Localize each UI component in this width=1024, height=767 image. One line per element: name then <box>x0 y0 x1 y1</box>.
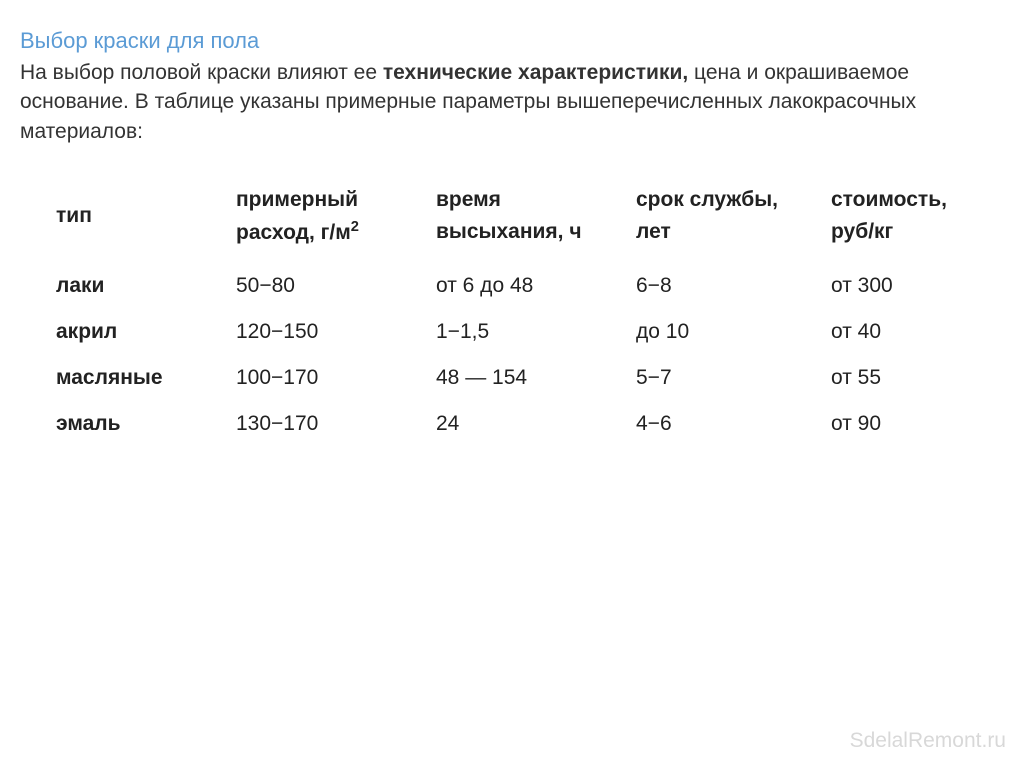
cell-drytime: 24 <box>436 412 636 458</box>
header-drytime: время высыхания, ч <box>436 184 636 274</box>
table-row: масляные 100−170 48 — 154 5−7 от 55 <box>56 366 981 412</box>
table-row: эмаль 130−170 24 4−6 от 90 <box>56 412 981 458</box>
header-consumption: примерный расход, г/м2 <box>236 184 436 274</box>
table-row: акрил 120−150 1−1,5 до 10 от 40 <box>56 320 981 366</box>
cell-type: акрил <box>56 320 236 366</box>
header-cost-line1: стоимость, <box>831 188 947 211</box>
cell-cost: от 300 <box>831 274 981 320</box>
cell-drytime: 1−1,5 <box>436 320 636 366</box>
header-lifetime: срок службы, лет <box>636 184 831 274</box>
paint-table: тип примерный расход, г/м2 время высыхан… <box>56 184 981 458</box>
cell-consumption: 100−170 <box>236 366 436 412</box>
cell-lifetime: до 10 <box>636 320 831 366</box>
cell-consumption: 130−170 <box>236 412 436 458</box>
header-drytime-line2: высыхания, ч <box>436 220 582 243</box>
cell-type: лаки <box>56 274 236 320</box>
watermark: SdelalRemont.ru <box>850 729 1006 753</box>
cell-drytime: от 6 до 48 <box>436 274 636 320</box>
cell-consumption: 120−150 <box>236 320 436 366</box>
cell-cost: от 40 <box>831 320 981 366</box>
cell-drytime: 48 — 154 <box>436 366 636 412</box>
cell-cost: от 90 <box>831 412 981 458</box>
cell-lifetime: 6−8 <box>636 274 831 320</box>
header-cost-line2: руб/кг <box>831 220 893 243</box>
cell-consumption: 50−80 <box>236 274 436 320</box>
table-row: лаки 50−80 от 6 до 48 6−8 от 300 <box>56 274 981 320</box>
header-consumption-sup: 2 <box>351 219 359 235</box>
intro-bold: технические характеристики, <box>383 61 688 84</box>
cell-type: масляные <box>56 366 236 412</box>
cell-lifetime: 4−6 <box>636 412 831 458</box>
header-lifetime-line1: срок службы, <box>636 188 778 211</box>
cell-cost: от 55 <box>831 366 981 412</box>
page-title: Выбор краски для пола <box>20 28 1004 54</box>
table-header-row: тип примерный расход, г/м2 время высыхан… <box>56 184 981 274</box>
header-type: тип <box>56 184 236 274</box>
header-lifetime-line2: лет <box>636 220 671 243</box>
cell-lifetime: 5−7 <box>636 366 831 412</box>
intro-paragraph: На выбор половой краски влияют ее технич… <box>20 58 1004 146</box>
header-consumption-line2: расход, г/м <box>236 221 351 244</box>
header-drytime-line1: время <box>436 188 501 211</box>
header-cost: стоимость, руб/кг <box>831 184 981 274</box>
intro-pre: На выбор половой краски влияют ее <box>20 61 383 84</box>
header-consumption-line1: примерный <box>236 188 358 211</box>
cell-type: эмаль <box>56 412 236 458</box>
